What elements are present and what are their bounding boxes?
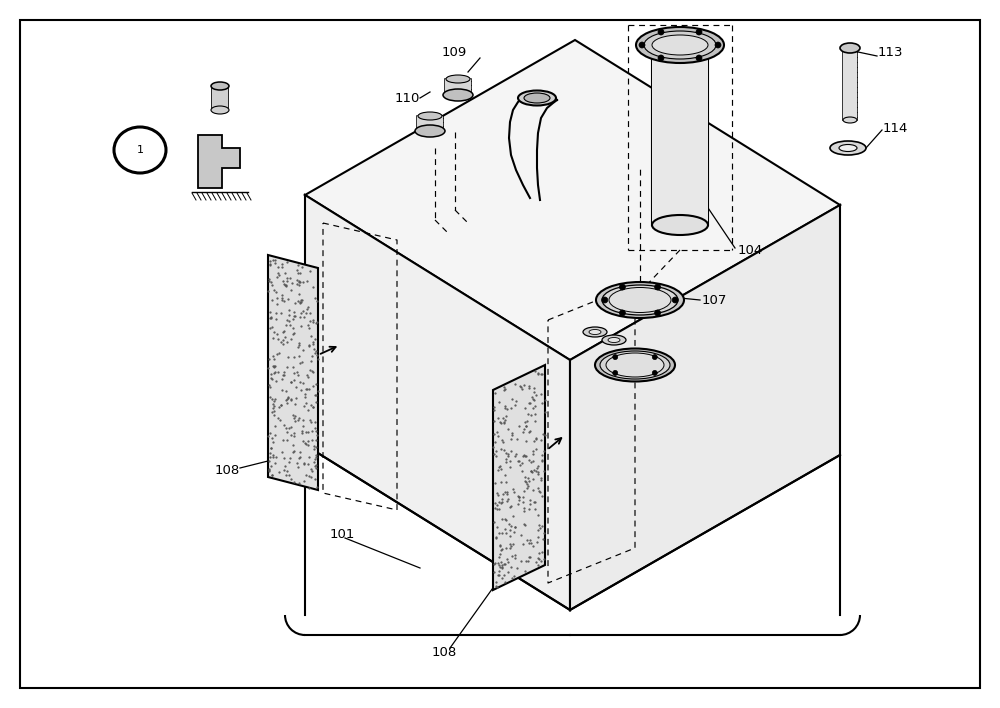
Polygon shape	[493, 365, 545, 590]
Ellipse shape	[596, 282, 684, 318]
Circle shape	[639, 42, 645, 48]
Ellipse shape	[211, 106, 229, 114]
Circle shape	[613, 355, 618, 360]
Bar	[445, 79, 471, 95]
Ellipse shape	[652, 215, 708, 235]
Ellipse shape	[652, 35, 708, 55]
Ellipse shape	[524, 93, 550, 103]
Ellipse shape	[446, 75, 470, 83]
Circle shape	[602, 297, 608, 303]
Text: 109: 109	[442, 45, 467, 59]
Circle shape	[652, 355, 657, 360]
Ellipse shape	[843, 117, 857, 123]
Circle shape	[613, 370, 618, 375]
Ellipse shape	[830, 141, 866, 155]
Circle shape	[696, 55, 702, 61]
Polygon shape	[570, 205, 840, 610]
Polygon shape	[305, 195, 570, 610]
Circle shape	[655, 310, 661, 316]
Polygon shape	[268, 255, 318, 490]
Ellipse shape	[602, 285, 678, 315]
Ellipse shape	[415, 125, 445, 137]
Ellipse shape	[600, 351, 670, 379]
Ellipse shape	[211, 82, 229, 90]
Text: 114: 114	[883, 122, 908, 135]
Text: 113: 113	[878, 45, 904, 59]
Bar	[417, 116, 443, 131]
Ellipse shape	[518, 91, 556, 105]
Bar	[652, 45, 708, 225]
Circle shape	[619, 310, 625, 316]
Ellipse shape	[840, 43, 860, 53]
Circle shape	[658, 55, 664, 61]
Text: 110: 110	[395, 91, 420, 105]
Ellipse shape	[606, 353, 664, 377]
Circle shape	[672, 297, 678, 303]
Ellipse shape	[644, 31, 716, 59]
Bar	[212, 86, 228, 110]
Ellipse shape	[583, 327, 607, 337]
Text: 1: 1	[136, 145, 144, 155]
Circle shape	[655, 284, 661, 290]
Ellipse shape	[609, 287, 671, 312]
Circle shape	[652, 370, 657, 375]
Text: 104: 104	[738, 244, 763, 256]
Ellipse shape	[636, 27, 724, 63]
Text: 107: 107	[702, 294, 727, 307]
Ellipse shape	[595, 348, 675, 382]
Polygon shape	[198, 135, 240, 188]
Text: 108: 108	[432, 646, 457, 658]
Ellipse shape	[418, 112, 442, 120]
Circle shape	[658, 29, 664, 35]
Circle shape	[715, 42, 721, 48]
Text: 101: 101	[330, 528, 355, 542]
Ellipse shape	[114, 127, 166, 173]
Bar	[843, 48, 857, 120]
Polygon shape	[305, 40, 840, 360]
Circle shape	[619, 284, 625, 290]
Ellipse shape	[602, 335, 626, 345]
Circle shape	[696, 29, 702, 35]
Ellipse shape	[589, 329, 601, 334]
Text: 108: 108	[215, 464, 240, 476]
Ellipse shape	[839, 144, 857, 152]
Ellipse shape	[443, 89, 473, 101]
Ellipse shape	[608, 338, 620, 343]
